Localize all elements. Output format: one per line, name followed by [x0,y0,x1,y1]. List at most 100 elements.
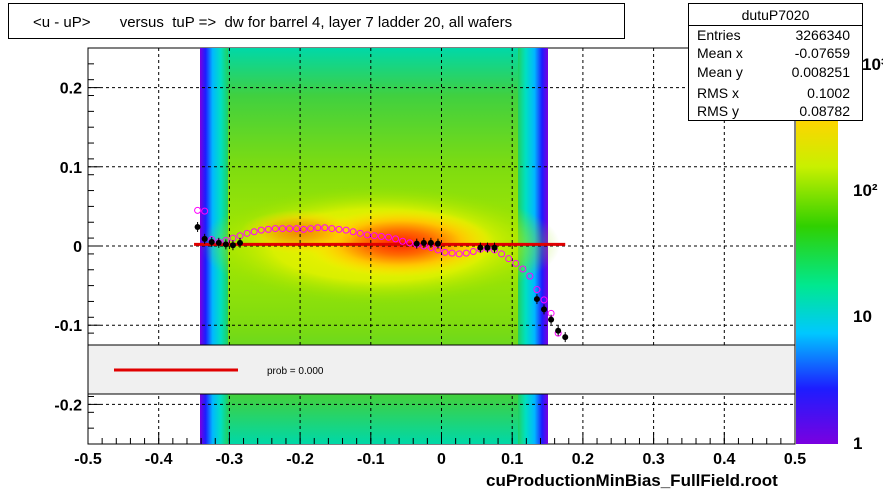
chart-title: <u - uP> versus tuP => dw for barrel 4, … [33,14,513,31]
y-tick-label: -0.2 [54,397,82,414]
profile-point-open [462,249,470,257]
x-tick-label: 0.3 [642,451,664,468]
profile-point-open [201,207,209,215]
profile-point-filled [194,223,201,230]
x-tick-label: 0.4 [713,451,735,468]
profile-point-filled [533,296,540,303]
profile-point-open [314,224,322,232]
profile-point-filled [208,239,215,246]
profile-point-filled [427,239,434,246]
stat-value: 3266340 [795,27,850,43]
x-tick-label: -0.5 [74,451,102,468]
x-tick-label: -0.3 [216,451,244,468]
profile-point-filled [215,239,222,246]
y-tick-label: -0.1 [54,318,82,335]
profile-point-open [540,296,548,304]
profile-point-open [321,224,329,232]
stat-row-rms-x: RMS x 0.1002 [697,85,850,103]
profile-point-open [533,286,541,294]
x-tick-label: 0.2 [572,451,594,468]
profile-point-open [469,248,477,256]
stat-value: -0.07659 [794,45,850,61]
stats-title: dutuP7020 [741,7,810,23]
profile-point-open [384,233,392,241]
profile-point-open [526,272,534,280]
profile-point-filled [484,244,491,251]
stat-value: 0.008251 [791,64,850,80]
stat-row-entries: Entries 3266340 [697,27,850,45]
profile-point-open [293,225,301,233]
profile-point-filled [555,327,562,334]
profile-point-filled [548,316,555,323]
colorbar-label: 10 [853,307,872,326]
profile-point-filled [222,241,229,248]
x-tick-label: 0.5 [784,451,806,468]
profile-point-filled [434,240,441,247]
profile-point-open [392,235,400,243]
profile-point-open [285,225,293,233]
profile-point-open [363,231,371,239]
stat-label: Entries [697,27,741,43]
profile-point-filled [413,240,420,247]
x-tick-label: -0.1 [357,451,385,468]
profile-point-filled [541,306,548,313]
profile-point-open [278,225,286,233]
profile-point-open [342,226,350,234]
x-tick-label: -0.4 [145,451,173,468]
profile-point-open [441,248,449,256]
profile-point-filled [562,334,569,341]
profile-point-filled [477,244,484,251]
profile-point-filled [491,244,498,251]
x-tick-label: 0.1 [501,451,523,468]
profile-point-filled [229,242,236,249]
profile-point-open [257,226,265,234]
profile-point-open [243,229,251,237]
y-tick-label: 0 [73,239,82,256]
profile-layer [194,206,569,343]
stat-value: 0.1002 [807,85,850,101]
y-tick-label: 0.2 [60,81,82,98]
stat-label: RMS x [697,85,739,101]
profile-point-open [406,239,414,247]
profile-point-filled [420,239,427,246]
profile-point-open [498,250,506,258]
title-box: <u - uP> versus tuP => dw for barrel 4, … [8,3,625,39]
fit-legend-label: prob = 0.000 [267,366,324,377]
profile-point-open [519,265,527,273]
colorbar-label: 1 [853,434,862,453]
profile-point-open [448,249,456,257]
profile-point-open [271,225,279,233]
y-tick-labels: -0.2 -0.1 0 0.1 0.2 [54,81,82,415]
profile-point-open [335,225,343,233]
profile-point-open [512,259,520,267]
x-tick-label: 0 [437,451,446,468]
stat-label: Mean x [697,45,743,61]
y-tick-label: 0.1 [60,160,82,177]
x-tick-labels: -0.5 -0.4 -0.3 -0.2 -0.1 0 0.1 0.2 0.3 0.4 0.5 [74,451,806,468]
profile-point-open [250,228,258,236]
stat-row-rms-y: RMS y 0.08782 [697,103,850,121]
profile-point-open [377,232,385,240]
profile-point-open [455,250,463,258]
stat-row-mean-y: Mean y 0.008251 [697,64,850,82]
colorbar-label: 10² [853,181,878,200]
axis-ticks [87,47,796,445]
profile-point-open [307,225,315,233]
profile-point-open [349,228,357,236]
stat-label: Mean y [697,64,743,80]
profile-point-open [399,237,407,245]
stats-separator [689,25,862,26]
stat-value: 0.08782 [799,103,850,119]
stat-label: RMS y [697,103,739,119]
profile-point-open [356,229,364,237]
file-label: cuProductionMinBias_FullField.root [486,471,778,490]
colorbar-labels: 1 10 10² 10³ [853,55,883,453]
x-tick-label: -0.2 [286,451,314,468]
profile-point-filled [237,239,244,246]
profile-point-open [194,206,202,214]
profile-point-open [505,255,513,263]
stats-box: dutuP7020 Entries 3266340 Mean x -0.0765… [688,3,863,121]
profile-point-open [264,225,272,233]
profile-point-open [370,232,378,240]
